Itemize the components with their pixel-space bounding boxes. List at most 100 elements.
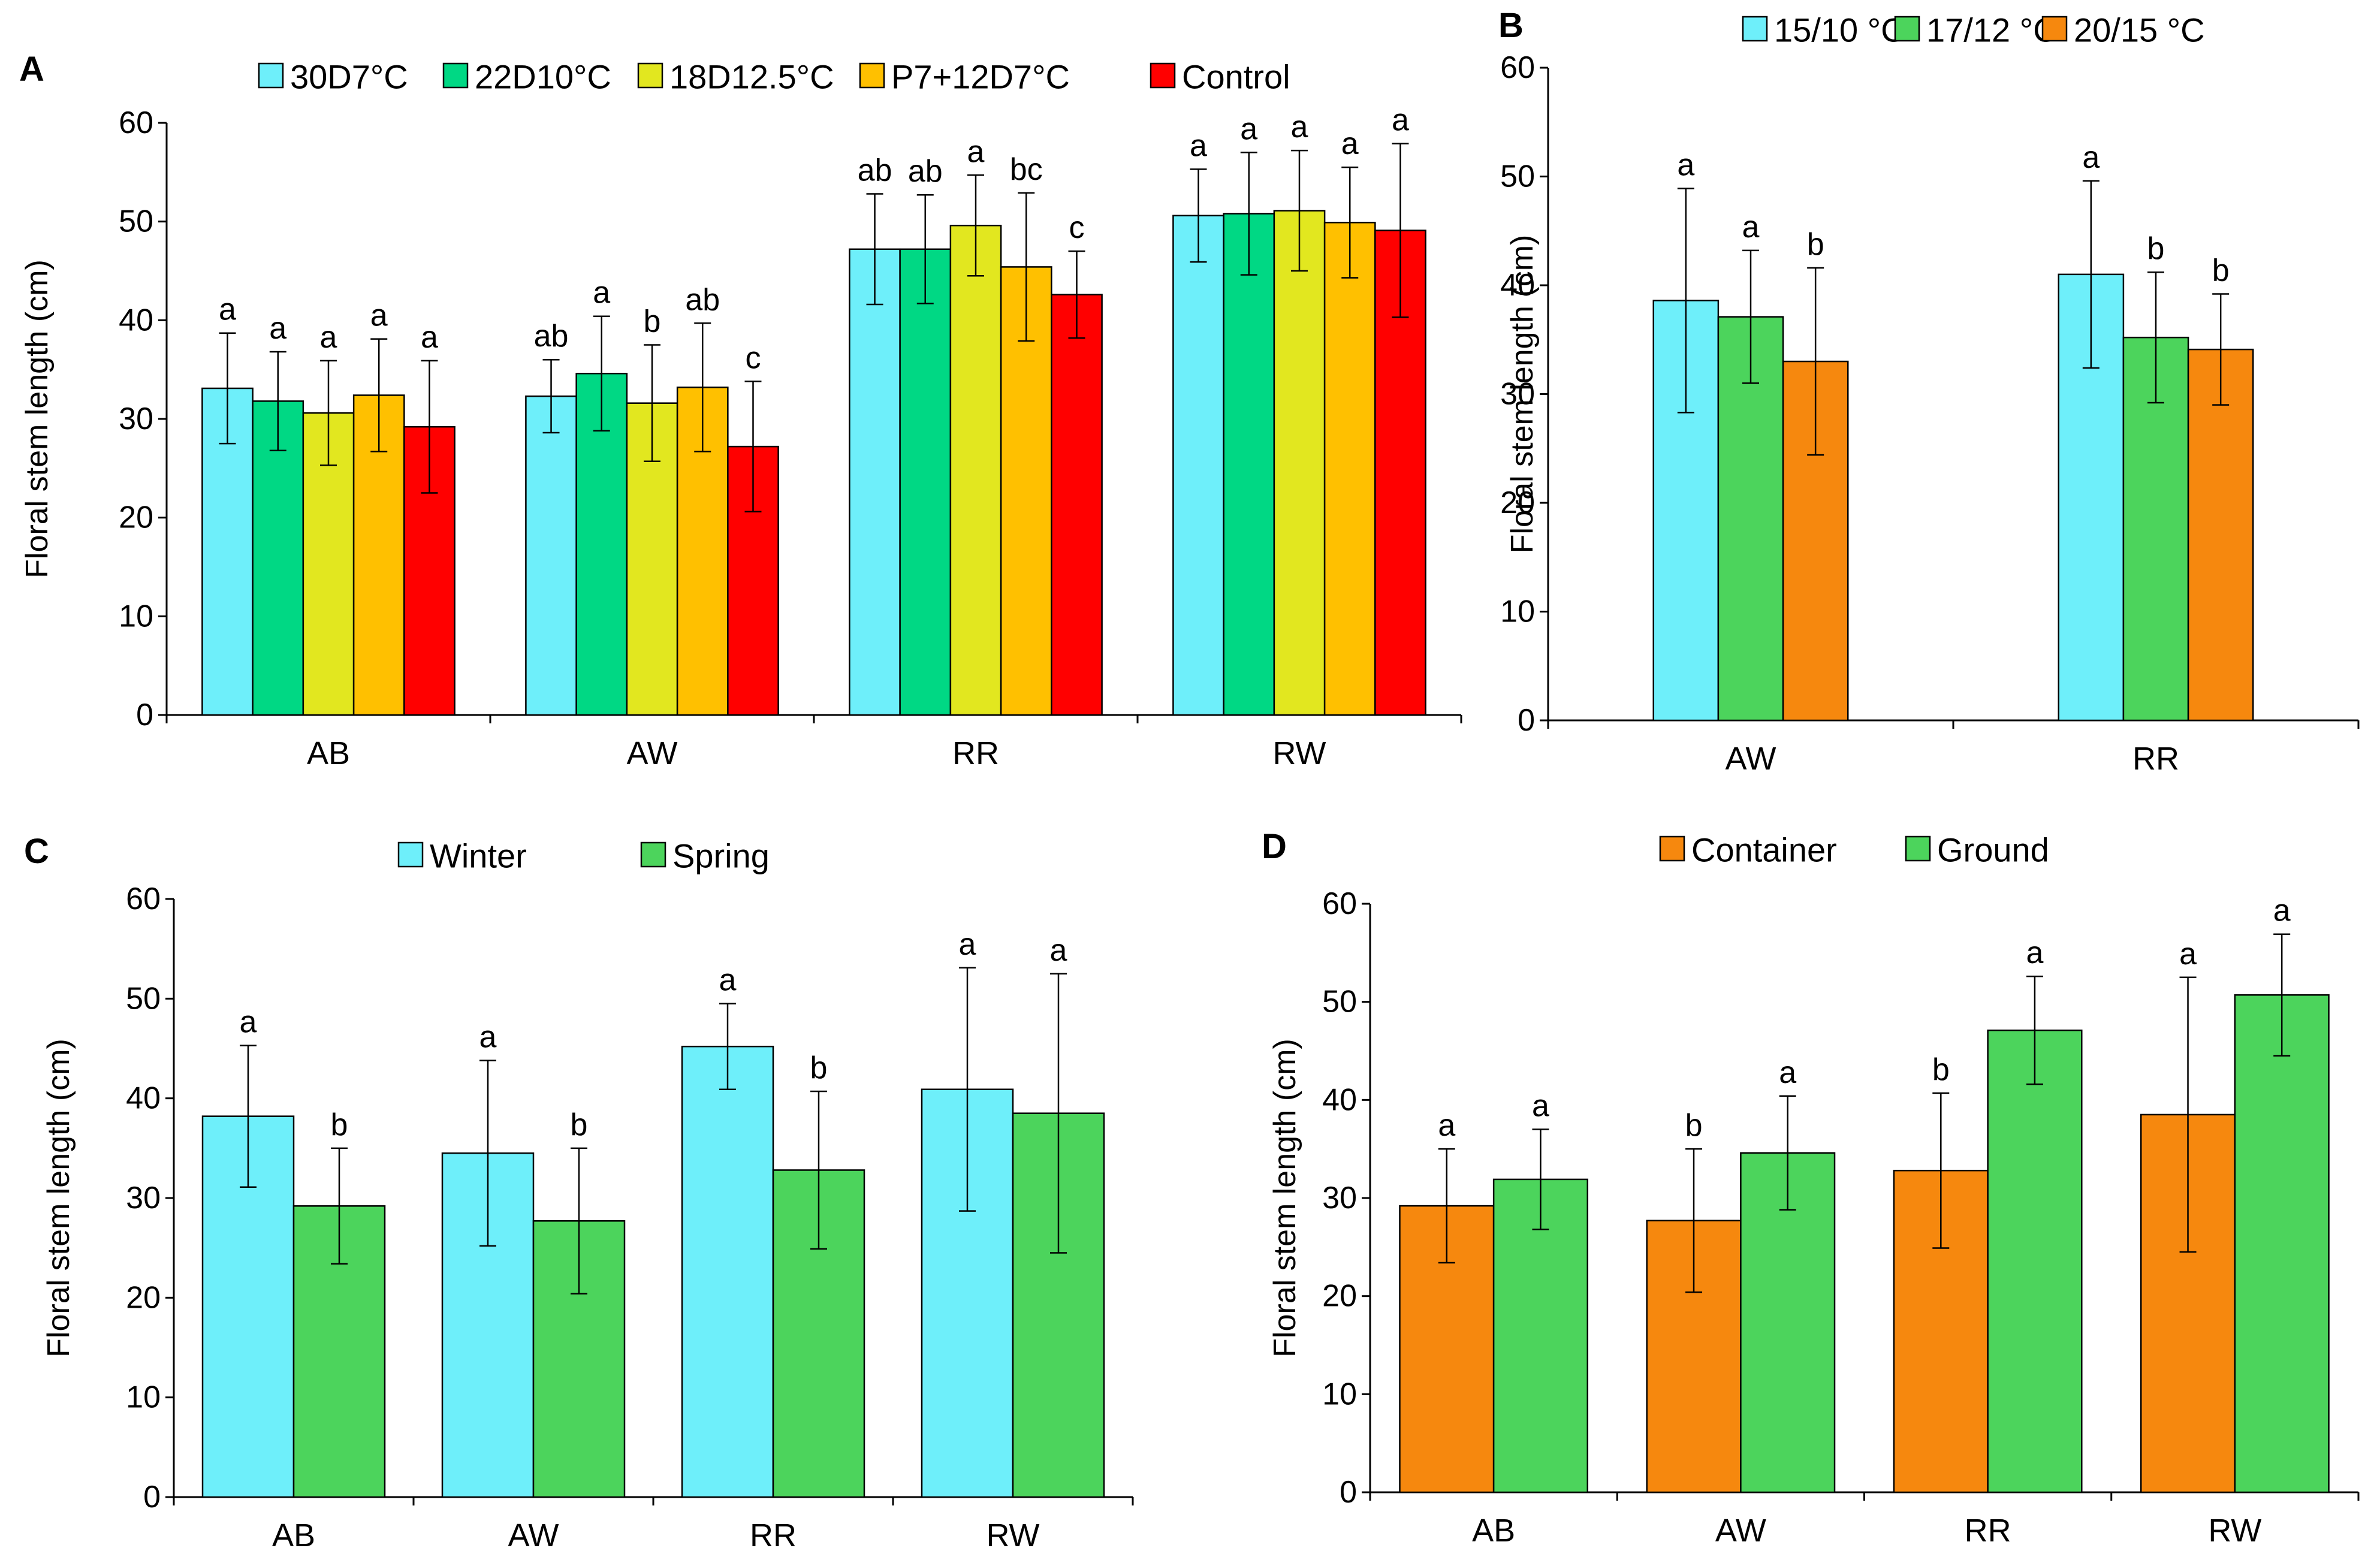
bar [1223,213,1275,716]
y-tick-label: 60 [119,105,153,140]
legend-label: 22D10°C [475,58,611,96]
y-tick-label: 0 [1340,1475,1357,1510]
significance-label: ab [908,154,943,189]
chart-d-svg: D Floral stem length (cm) 0 10 20 30 40 50 60 AB a… [1262,827,2360,1549]
y-axis-title: Floral stem length (cm) [20,260,55,578]
bar [252,400,304,716]
bar [525,395,577,716]
significance-label: bc [1010,152,1043,187]
significance-label: a [370,298,388,333]
error-bar [269,351,286,451]
error-bar [2147,271,2164,404]
x-category-label: RR [2132,741,2179,777]
chart-panel-b: B Floral stem length (cm) 0 10 20 30 40 50 60 AW a… [1486,0,2380,779]
legend-label: 15/10 °C [1774,11,1905,49]
bar [1492,1178,1589,1493]
significance-label: a [2179,937,2197,971]
error-bar [593,315,610,432]
significance-label: a [1291,110,1308,144]
significance-label: b [2147,231,2165,266]
error-bar [916,194,934,304]
error-bar [694,322,711,452]
bar [1273,210,1326,716]
significance-label: c [1069,210,1084,245]
panel-label: D [1262,827,1287,866]
x-category-label: AW [508,1517,559,1553]
legend-label: Container [1691,831,1837,869]
significance-label: a [719,963,737,998]
y-tick-label: 30 [1500,377,1535,412]
significance-label: a [1341,126,1359,161]
error-bar [719,1003,736,1090]
significance-label: b [1807,227,1824,262]
x-category-label: RW [1273,735,1326,771]
legend-label: Winter [430,837,527,875]
significance-label: a [1392,103,1409,138]
x-category-label: AB [1472,1513,1515,1549]
significance-label: ab [685,282,720,317]
legend-label: P7+12D7°C [891,58,1070,96]
x-category-label: RR [750,1517,797,1553]
error-bar [1807,267,1824,456]
error-bar [967,174,984,277]
error-bar [959,967,976,1212]
x-category-label: RW [2208,1513,2261,1549]
error-bar [370,338,388,452]
significance-label: a [959,927,976,962]
y-tick-label: 10 [126,1380,161,1415]
error-bar [2212,293,2230,406]
error-bar [1190,168,1207,263]
error-bar [1677,188,1694,414]
x-category-label: AW [1726,741,1776,777]
panel-label: A [19,50,44,89]
y-tick-label: 50 [1322,985,1357,1019]
bar [681,1045,774,1498]
error-bar [2273,933,2291,1057]
significance-label: a [219,292,236,327]
significance-label: a [1742,210,1760,245]
error-bar [479,1060,496,1247]
x-category-label: AW [1715,1513,1766,1549]
y-tick-label: 0 [136,698,153,732]
error-bar [421,360,438,494]
error-bar [240,1045,257,1188]
chart-b-svg: B Floral stem length (cm) 0 10 20 30 40 50 60 AW a… [1498,6,2360,777]
legend-swatch [1150,62,1176,89]
significance-label: b [571,1108,588,1142]
y-tick-label: 0 [143,1480,161,1514]
y-axis-title: Floral stem length (cm) [41,1039,76,1357]
error-bar [1742,249,1759,384]
significance-label: a [240,1005,257,1040]
error-bar [2082,180,2100,369]
y-tick-label: 60 [1322,886,1357,921]
significance-label: a [269,311,286,346]
significance-label: a [2082,140,2100,175]
error-bar [320,360,337,466]
bar [899,248,952,716]
y-tick-label: 20 [1322,1279,1357,1314]
x-category-label: AB [307,735,350,771]
legend-swatch [442,62,469,89]
x-category-label: AB [272,1517,315,1553]
error-bar [331,1147,348,1265]
legend-label: 30D7°C [290,58,408,96]
significance-label: a [1050,933,1067,968]
error-bar [644,344,660,463]
y-tick-label: 0 [1518,703,1535,738]
panel-label: B [1498,6,1524,45]
significance-label: b [1685,1108,1703,1143]
significance-label: a [593,276,610,310]
error-bar [571,1147,587,1295]
chart-panel-d: D Floral stem length (cm) 0 10 20 30 40 50 60 AB a… [1187,779,2380,1563]
legend-swatch [258,62,284,89]
significance-label: b [810,1051,828,1085]
legend: 30D7°C 22D10°C 18D12.5°C P7+12D7°C Control [258,58,1290,96]
significance-label: c [745,340,761,375]
significance-label: a [1532,1088,1549,1123]
y-tick-label: 50 [119,204,153,239]
legend-label: Ground [1937,831,2049,869]
y-tick-label: 30 [126,1181,161,1215]
y-tick-label: 40 [119,303,153,337]
significance-label: a [1438,1108,1455,1143]
significance-label: b [1932,1052,1950,1087]
